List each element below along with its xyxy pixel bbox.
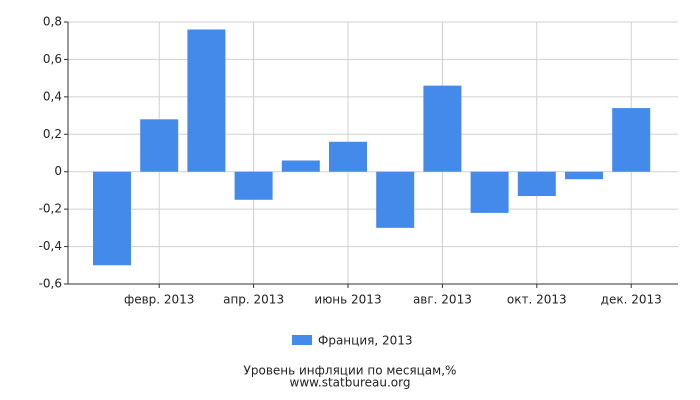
x-tick-label: авг. 2013 <box>413 293 472 307</box>
y-tick-label: -0,2 <box>39 202 62 216</box>
y-tick-label: 0,2 <box>43 127 62 141</box>
bar <box>612 108 651 172</box>
x-tick-label: апр. 2013 <box>223 293 284 307</box>
y-tick-label: 0,4 <box>43 89 62 103</box>
y-tick-label: 0,6 <box>43 52 62 66</box>
bar <box>517 171 556 197</box>
y-tick-label: 0,8 <box>43 15 62 29</box>
chart-caption: Уровень инфляции по месяцам,% <box>244 364 457 378</box>
bar <box>423 85 462 172</box>
bar <box>470 171 509 213</box>
x-tick-label: окт. 2013 <box>507 293 567 307</box>
x-tick-label: июнь 2013 <box>314 293 381 307</box>
legend-label: Франция, 2013 <box>318 334 413 348</box>
bar <box>329 141 367 172</box>
bar <box>187 29 226 172</box>
y-tick-label: 0 <box>54 164 62 178</box>
x-tick-label: дек. 2013 <box>601 293 662 307</box>
y-tick-label: -0,6 <box>39 277 62 291</box>
bar <box>93 171 131 266</box>
bar <box>376 171 415 228</box>
x-tick-label: февр. 2013 <box>124 293 195 307</box>
y-tick-label: -0,4 <box>39 239 62 253</box>
bar <box>234 171 273 200</box>
chart-source: www.statbureau.org <box>290 376 411 390</box>
bar <box>140 119 179 172</box>
bar <box>565 171 603 180</box>
bar <box>281 160 320 172</box>
legend-swatch <box>292 335 312 345</box>
